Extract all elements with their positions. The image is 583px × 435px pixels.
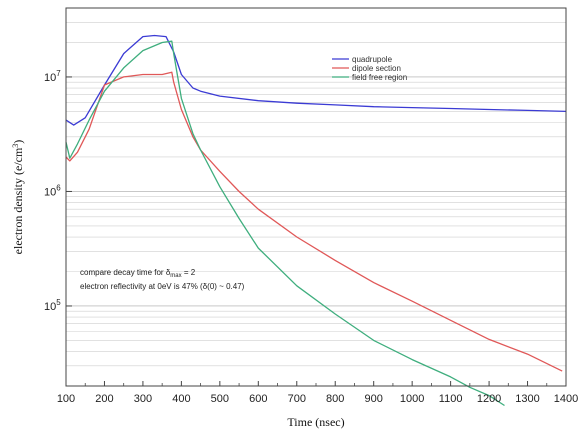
y-axis-title: electron density (e/cm3) [11, 140, 25, 255]
y-tick-label: 107 [44, 69, 61, 84]
x-tick-label: 400 [172, 393, 190, 405]
annotation-line-2: electron reflectivity at 0eV is 47% (δ(0… [80, 282, 245, 291]
x-tick-label: 1000 [400, 393, 424, 405]
legend-label-field-free-region: field free region [352, 73, 407, 82]
legend-label-quadrupole: quadrupole [352, 55, 393, 64]
y-tick-label: 105 [44, 298, 61, 313]
series-dipole-section-line [65, 71, 563, 372]
x-axis-ticks: 100 200 300 400 500 600 700 800 900 1000 1100 1200 1… [57, 381, 578, 405]
x-tick-label: 1100 [439, 393, 463, 405]
x-tick-label: 100 [57, 393, 75, 405]
x-tick-label: 800 [326, 393, 344, 405]
legend-label-dipole-section: dipole section [352, 64, 401, 73]
x-tick-label: 1200 [477, 393, 501, 405]
x-tick-label: 300 [134, 393, 152, 405]
series-quadrupole-line [65, 34, 567, 126]
y-tick-label: 106 [44, 183, 61, 198]
x-tick-label: 1300 [515, 393, 539, 405]
x-tick-label: 200 [95, 393, 113, 405]
x-tick-label: 1400 [554, 393, 578, 405]
grid [66, 7, 566, 387]
x-axis-title: Time (nsec) [287, 415, 344, 429]
series-layer [65, 34, 567, 407]
series-field-free-region-line [65, 40, 505, 407]
x-tick-label: 900 [365, 393, 383, 405]
annotation-line-1: compare decay time for δmax = 2 [80, 268, 196, 279]
y-axis-ticks: 105 106 107 [44, 69, 72, 313]
plot-background [66, 8, 566, 386]
x-tick-label: 500 [211, 393, 229, 405]
x-tick-label: 600 [249, 393, 267, 405]
annotation: compare decay time for δmax = 2 electron… [80, 268, 245, 291]
x-tick-label: 700 [288, 393, 306, 405]
